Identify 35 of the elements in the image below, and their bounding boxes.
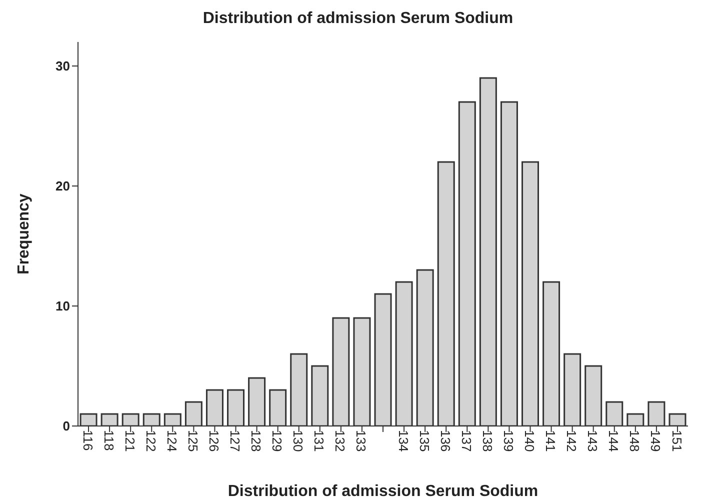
x-tick-label: 139 — [500, 430, 516, 452]
x-tick-label: 137 — [458, 430, 474, 452]
x-tick-label: 141 — [543, 430, 558, 452]
x-axis-title: Distribution of admission Serum Sodium — [228, 483, 538, 500]
x-tick-label: 127 — [228, 430, 243, 452]
x-tick-label: 116 — [80, 430, 96, 451]
x-tick-label: 131 — [312, 430, 327, 452]
x-tick-label: 122 — [143, 430, 158, 452]
x-tick-label: 138 — [480, 430, 495, 452]
x-tick-label: 133 — [354, 430, 369, 452]
x-tick-label: 128 — [248, 430, 264, 452]
y-axis-title: Frequency — [16, 193, 33, 274]
x-tick-label: 143 — [585, 430, 600, 452]
x-tick-label: 129 — [270, 430, 285, 452]
x-tick-label: 148 — [627, 430, 642, 452]
x-tick-label: 142 — [564, 430, 580, 452]
x-tick-label: 126 — [206, 430, 222, 452]
x-tick-label: 151 — [669, 430, 684, 452]
x-tick-label: 121 — [122, 430, 138, 452]
x-tick-label: 124 — [164, 430, 180, 452]
x-tick-label: 136 — [438, 430, 453, 452]
x-tick-label: 130 — [290, 430, 306, 452]
y-tick-label: 20 — [56, 178, 70, 194]
x-tick-label: 134 — [396, 430, 411, 452]
y-tick-label: 10 — [56, 298, 70, 314]
x-tick-label: 140 — [522, 430, 538, 452]
y-tick-label: 0 — [62, 418, 70, 434]
x-tick-label: 125 — [185, 430, 200, 452]
x-tick-label: 135 — [416, 430, 432, 452]
x-tick-label: 149 — [648, 430, 664, 452]
x-tick-label: 144 — [606, 430, 622, 452]
x-tick-label: 118 — [101, 430, 116, 451]
chart-title: Distribution of admission Serum Sodium — [202, 9, 514, 29]
x-tick-label: 132 — [332, 430, 348, 452]
y-tick-label: 30 — [56, 58, 70, 74]
